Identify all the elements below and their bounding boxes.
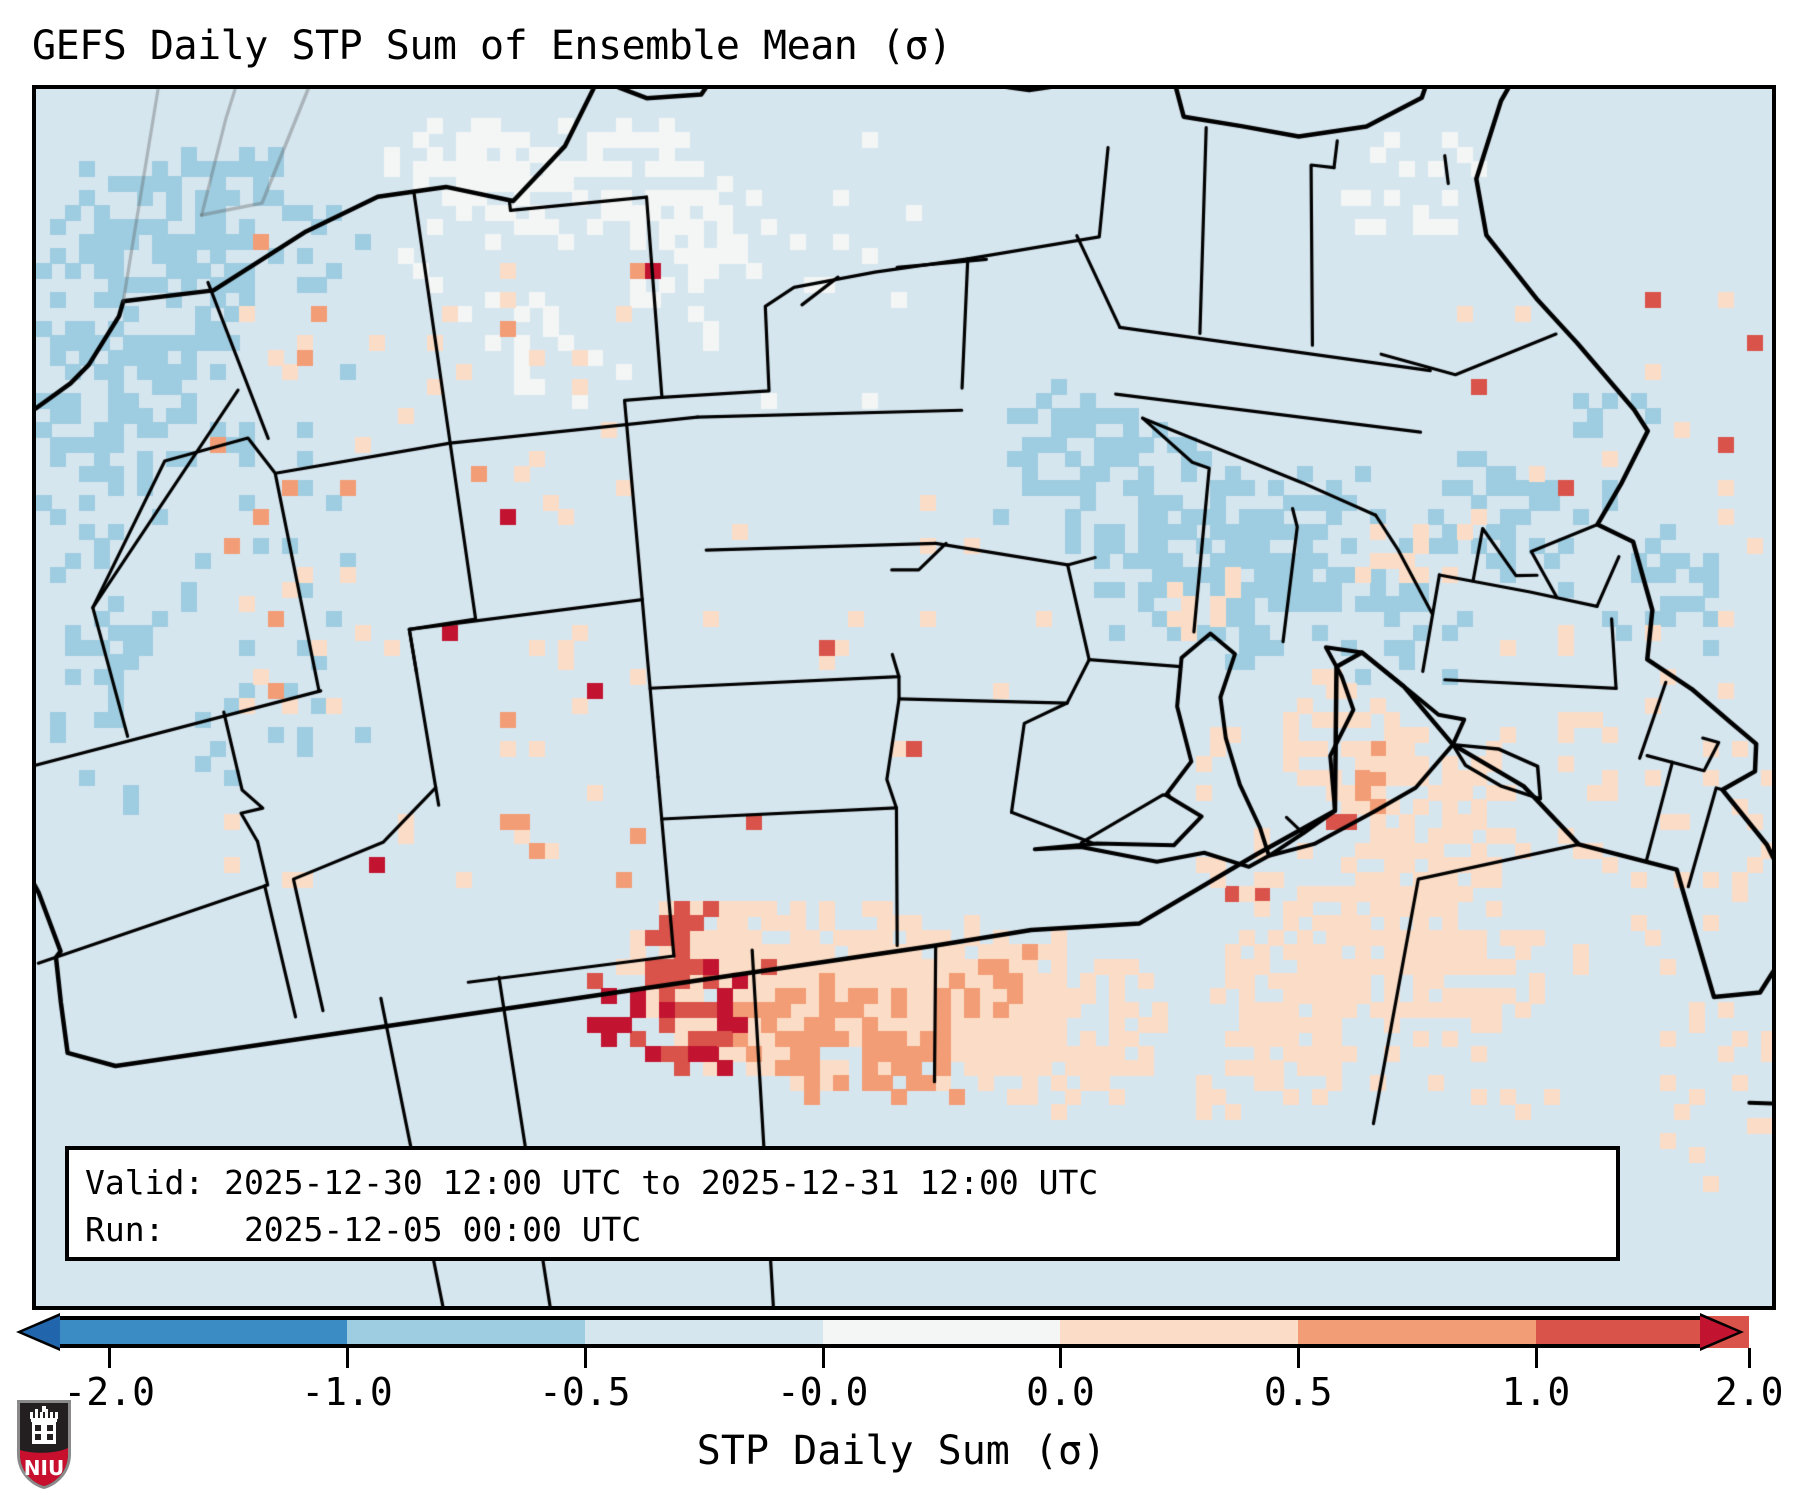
colorbar-tick-label: 0.5	[1263, 1370, 1333, 1414]
colorbar-tick-mark	[346, 1348, 349, 1368]
colorbar-segment	[1298, 1316, 1536, 1348]
colorbar-tick-mark	[1059, 1348, 1063, 1368]
map-inner	[36, 89, 1772, 1306]
colorbar-tick-mark	[1535, 1348, 1538, 1368]
colorbar-tick-mark	[1297, 1348, 1301, 1368]
colorbar-tick-label: -0.0	[776, 1370, 869, 1414]
colorbar-tick-mark	[821, 1348, 825, 1368]
colorbar-ticks: -2.0 -1.0 -0.5 -0.0 0.0 0.5 1.0 2.0	[60, 1348, 1784, 1418]
niu-logo-text: NIU	[24, 1456, 64, 1480]
valid-run-info-box: Valid: 2025-12-30 12:00 UTC to 2025-12-3…	[65, 1146, 1620, 1261]
colorbar-tick-mark	[1748, 1348, 1752, 1368]
colorbar-over-arrow	[1700, 1316, 1738, 1348]
colorbar-segment	[60, 1316, 110, 1348]
colorbar-wrap: -2.0 -1.0 -0.5 -0.0 0.0 0.5 1.0 2.0	[0, 1312, 1803, 1414]
page-title: GEFS Daily STP Sum of Ensemble Mean (σ)	[32, 23, 952, 69]
geography-borders-layer	[36, 89, 1772, 1306]
run-time-row: Run: 2025-12-05 00:00 UTC	[85, 1210, 642, 1249]
colorbar-under-arrow	[22, 1316, 60, 1348]
colorbar-tick-label: -1.0	[301, 1370, 393, 1414]
colorbar-tick-mark	[583, 1348, 587, 1368]
colorbar-segment	[1060, 1316, 1299, 1348]
valid-time-row: Valid: 2025-12-30 12:00 UTC to 2025-12-3…	[85, 1163, 1099, 1202]
map-panel[interactable]	[32, 85, 1776, 1310]
niu-logo: NIU	[17, 1400, 71, 1489]
colorbar-tick-label: -0.5	[539, 1370, 631, 1414]
colorbar-segment	[822, 1316, 1061, 1348]
colorbar-segment	[347, 1316, 585, 1348]
colorbar-tick-mark	[108, 1348, 112, 1368]
colorbar-tick-label: -2.0	[63, 1370, 155, 1414]
colorbar[interactable]	[16, 1313, 1750, 1351]
colorbar-tick-label: 0.0	[1026, 1370, 1095, 1414]
colorbar-tick-label: 1.0	[1501, 1370, 1571, 1414]
colorbar-tick-label: 2.0	[1714, 1370, 1784, 1414]
colorbar-segment	[584, 1316, 823, 1348]
colorbar-segment	[109, 1316, 347, 1348]
colorbar-axis-label: STP Daily Sum (σ)	[696, 1428, 1107, 1474]
